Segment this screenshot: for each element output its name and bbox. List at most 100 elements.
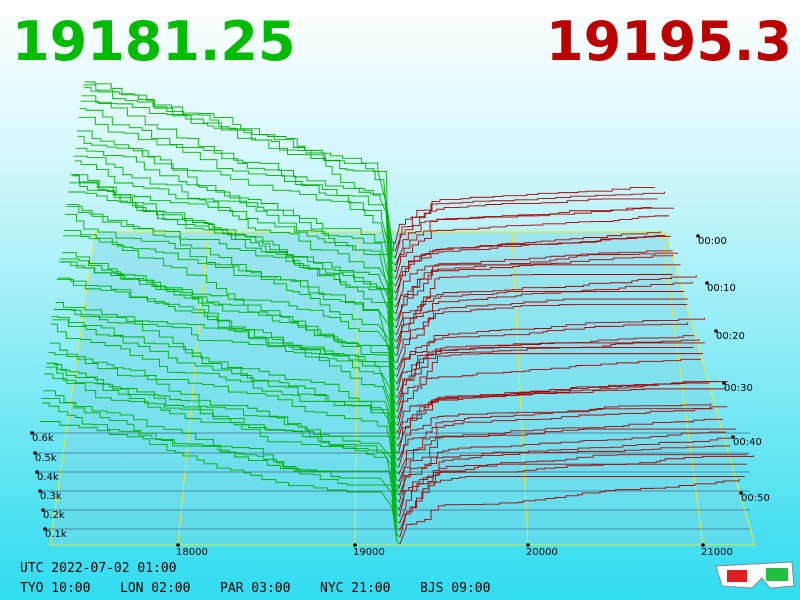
ask-slice	[394, 198, 658, 259]
volume-tick-label: 0.4k	[37, 472, 59, 483]
time-tick-label: 00:30	[724, 383, 753, 394]
volume-tick	[33, 451, 37, 455]
ask-slice	[396, 322, 688, 377]
time-tick-label: 00:40	[733, 437, 762, 448]
volume-tick-label: 0.5k	[35, 453, 57, 464]
bid-slice	[48, 352, 400, 489]
bid-slice	[40, 421, 401, 545]
time-tick	[696, 234, 700, 238]
world-clock: NYC 21:00	[320, 581, 390, 596]
glasses-icon[interactable]	[715, 561, 795, 589]
bid-slice	[66, 205, 398, 370]
volume-tick	[35, 470, 39, 474]
ask-slice	[397, 358, 702, 426]
ask-slice	[398, 406, 728, 475]
price-tick	[176, 543, 180, 547]
bid-slice	[82, 84, 396, 259]
volume-tick-label: 0.1k	[45, 529, 67, 540]
time-tick	[714, 329, 718, 333]
ask-slice	[395, 231, 661, 287]
ask-slice	[396, 291, 685, 356]
bid-slice	[71, 174, 397, 336]
ask-slice	[398, 431, 727, 503]
price-tick	[701, 543, 705, 547]
bid-slice	[53, 308, 399, 454]
ask-slice	[398, 428, 737, 489]
bid-slice	[42, 402, 401, 531]
world-clock: BJS 09:00	[420, 581, 490, 596]
ask-slice	[399, 454, 749, 517]
ask-slice	[399, 478, 740, 545]
price-grid-line	[354, 231, 359, 546]
bid-slice	[59, 258, 399, 412]
ask-slice	[395, 207, 675, 273]
ask-slice	[399, 463, 748, 531]
ask-slice	[397, 353, 703, 419]
ask-slice	[396, 281, 693, 349]
ask-slice	[397, 342, 705, 412]
bid-slice	[50, 323, 400, 475]
bid-slice	[69, 182, 397, 350]
ask-slice	[398, 403, 712, 461]
ask-slice	[397, 381, 719, 440]
volume-tick-label: 0.6k	[32, 433, 54, 444]
price-tick	[353, 543, 357, 547]
ask-slice	[395, 252, 679, 321]
ask-slice	[398, 388, 726, 454]
bid-slice	[46, 362, 400, 503]
bid-price: 19181.25	[12, 10, 296, 73]
lens-green	[766, 568, 788, 581]
ask-slice	[398, 445, 731, 510]
time-tick	[705, 281, 709, 285]
bid-slice	[74, 160, 397, 315]
volume-tick	[30, 431, 34, 435]
time-tick-label: 00:50	[741, 493, 770, 504]
ask-slice	[397, 381, 728, 447]
ask-slice	[398, 408, 713, 468]
bid-slice	[77, 135, 397, 294]
time-tick-label: 00:00	[698, 236, 727, 247]
bid-slice	[78, 116, 396, 287]
bid-slice	[68, 191, 398, 357]
bid-slice	[65, 213, 398, 377]
world-clock: LON 02:00	[120, 581, 190, 596]
ask-slice	[396, 275, 697, 342]
bid-slice	[73, 155, 397, 322]
depth-curves	[40, 81, 754, 545]
bid-slice	[72, 175, 397, 329]
ask-slice	[396, 298, 688, 363]
utc-time: UTC 2022-07-02 01:00	[20, 561, 177, 576]
ask-slice	[395, 254, 674, 314]
ask-slice	[394, 207, 652, 266]
price-grid-line	[511, 231, 529, 546]
ask-slice	[396, 274, 673, 335]
price-tick-label: 19000	[353, 547, 385, 558]
bid-slice	[75, 147, 397, 308]
world-clock: TYO 10:00	[20, 581, 90, 596]
ask-slice	[394, 186, 655, 252]
bid-slice	[54, 308, 399, 447]
volume-tick	[43, 527, 47, 531]
ask-slice	[399, 476, 745, 538]
ask-slice	[397, 346, 694, 405]
price-tick-label: 18000	[176, 547, 208, 558]
bid-slice	[76, 130, 397, 301]
ask-slice	[395, 235, 666, 294]
volume-tick-label: 0.2k	[43, 510, 65, 521]
lens-red	[727, 570, 747, 582]
price-tick-label: 21000	[701, 547, 733, 558]
ask-slice	[399, 455, 754, 524]
price-tick	[526, 543, 530, 547]
volume-tick-label: 0.3k	[40, 491, 62, 502]
bid-slice	[57, 277, 399, 426]
floor-outline	[49, 231, 756, 546]
bid-slice	[49, 342, 400, 482]
bid-slice	[70, 174, 397, 343]
bid-slice	[79, 108, 396, 280]
ask-slice	[395, 250, 673, 307]
ask-slice	[396, 304, 688, 370]
ask-slice	[395, 264, 681, 328]
time-tick-label: 00:20	[716, 331, 745, 342]
bid-slice	[60, 261, 398, 405]
